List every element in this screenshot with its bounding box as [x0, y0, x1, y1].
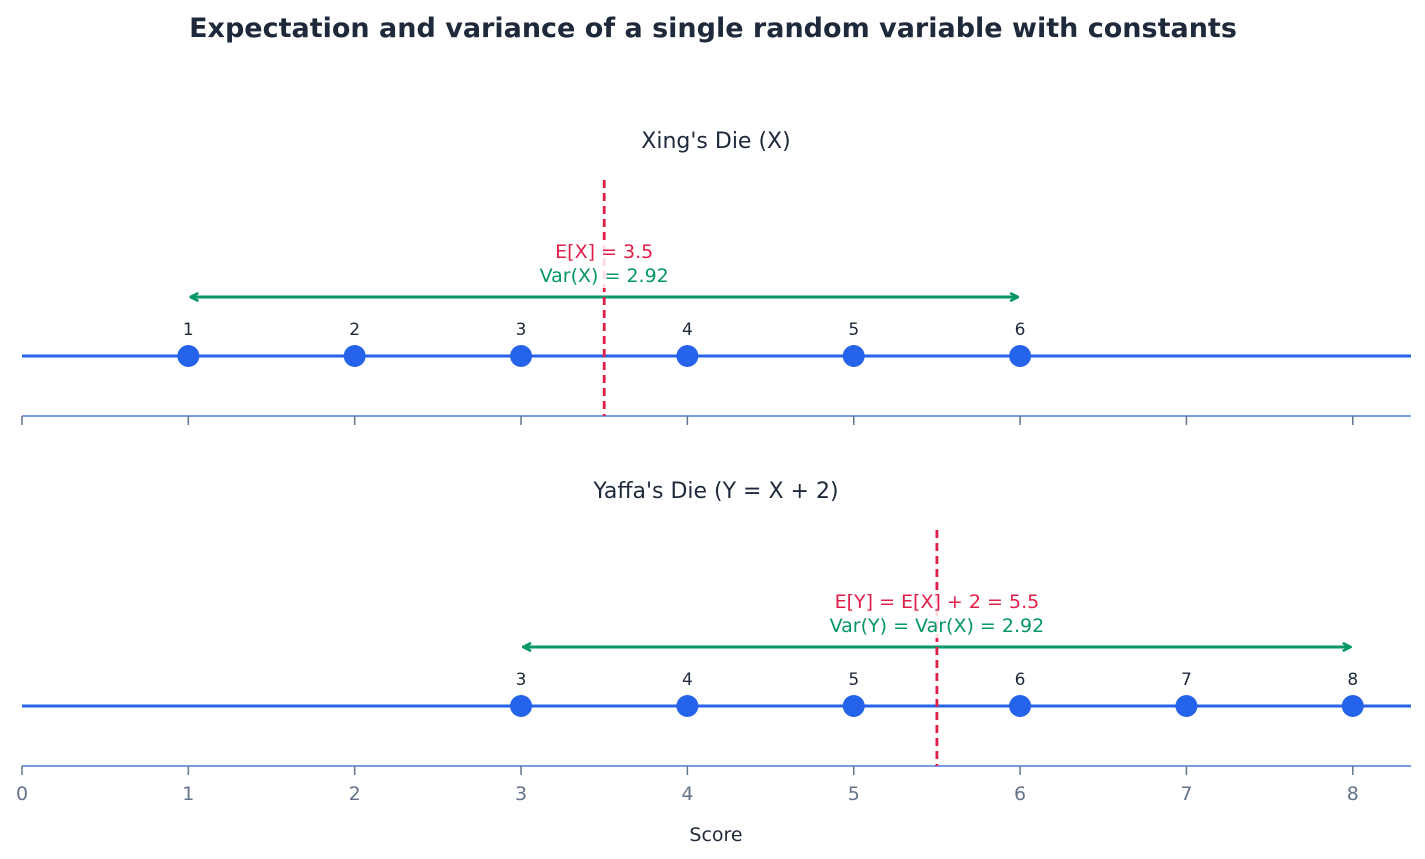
data-label: 2	[349, 320, 360, 340]
x-tick-label: 0	[16, 783, 28, 805]
data-label: 4	[682, 320, 693, 340]
mean-label: E[Y] = E[X] + 2 = 5.5	[835, 591, 1040, 613]
data-point	[343, 345, 366, 367]
data-label: 3	[516, 320, 527, 340]
x-tick-label: 5	[848, 783, 860, 805]
chart-title: Expectation and variance of a single ran…	[189, 13, 1237, 44]
data-label: 8	[1347, 670, 1358, 690]
data-point	[510, 345, 533, 367]
data-point	[676, 345, 699, 367]
data-point	[1009, 345, 1032, 367]
data-point	[842, 345, 865, 367]
x-tick-label: 4	[681, 783, 693, 805]
data-label: 5	[848, 320, 859, 340]
x-axis-label: Score	[689, 824, 742, 846]
panel-title: Xing's Die (X)	[641, 129, 790, 154]
x-tick-label: 6	[1014, 783, 1026, 805]
data-label: 5	[848, 670, 859, 690]
x-tick-label: 8	[1347, 783, 1359, 805]
x-tick-label: 2	[349, 783, 361, 805]
data-label: 6	[1015, 320, 1026, 340]
data-point	[177, 345, 200, 367]
mean-label: E[X] = 3.5	[555, 241, 653, 263]
label-background	[810, 590, 1064, 638]
panel-title: Yaffa's Die (Y = X + 2)	[592, 479, 838, 504]
data-label: 1	[183, 320, 194, 340]
data-label: 3	[516, 670, 527, 690]
data-point	[676, 695, 699, 717]
x-tick-label: 7	[1180, 783, 1192, 805]
data-point	[1341, 695, 1364, 717]
data-label: 7	[1181, 670, 1192, 690]
variance-label: Var(Y) = Var(X) = 2.92	[830, 615, 1045, 637]
variance-label: Var(X) = 2.92	[540, 265, 669, 287]
data-point	[510, 695, 533, 717]
data-label: 4	[682, 670, 693, 690]
x-tick-label: 1	[182, 783, 194, 805]
data-label: 6	[1015, 670, 1026, 690]
data-point	[1009, 695, 1032, 717]
label-background	[529, 240, 679, 288]
data-point	[1175, 695, 1198, 717]
x-tick-label: 3	[515, 783, 527, 805]
data-point	[842, 695, 865, 717]
